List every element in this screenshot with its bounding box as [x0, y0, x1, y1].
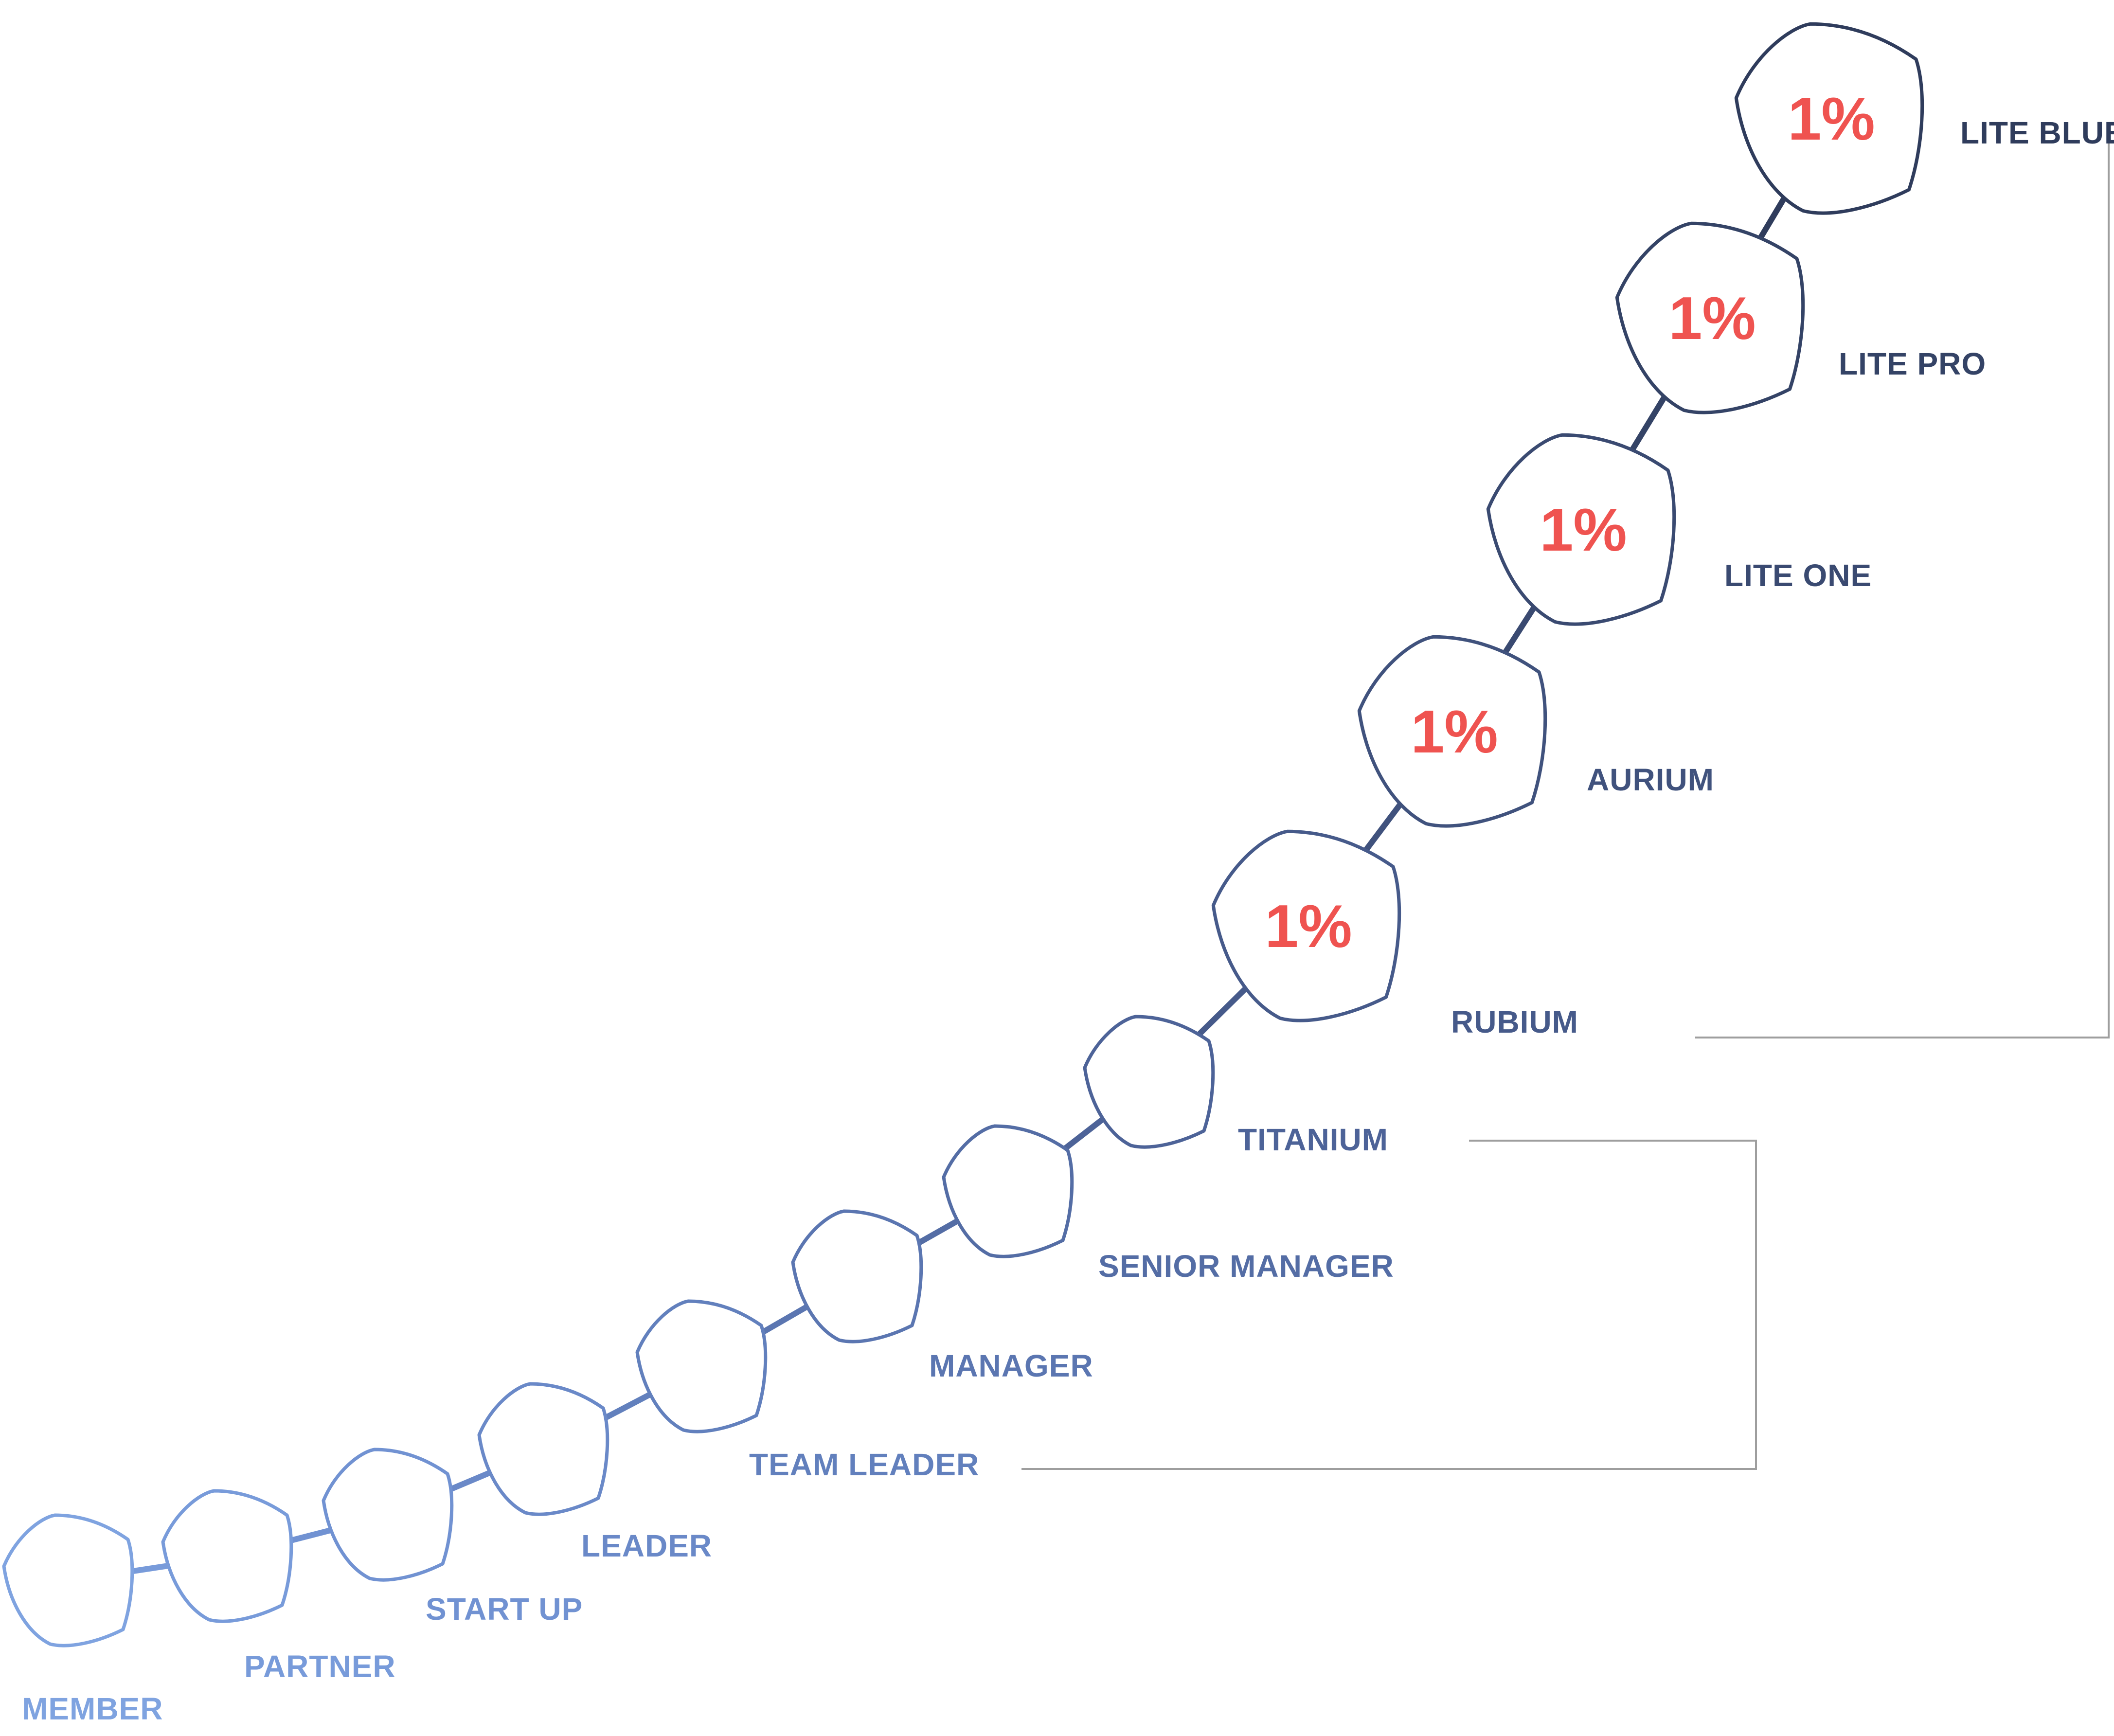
rank-label-partner: PARTNER [244, 1649, 396, 1684]
rank-label-leader: LEADER [581, 1528, 712, 1563]
bracket-team-leader-titanium [1021, 1140, 1757, 1470]
rank-node-start-up [322, 1448, 454, 1582]
rank-node-senior-manager [942, 1124, 1074, 1258]
rank-node-lite-pro [1615, 221, 1805, 414]
rank-node-aurium [1357, 635, 1547, 828]
rank-label-rubium: RUBIUM [1451, 1004, 1578, 1039]
chain-link [129, 1562, 169, 1575]
rank-node-partner [161, 1489, 293, 1623]
bracket-rubium-lite-blue [1695, 141, 2110, 1038]
rank-label-titanium: TITANIUM [1238, 1122, 1388, 1157]
rank-percent-lite-one: 1% [1540, 497, 1627, 564]
chain-link [287, 1527, 331, 1544]
rank-label-senior-manager: SENIOR MANAGER [1098, 1249, 1394, 1284]
rank-label-lite-one: LITE ONE [1724, 558, 1872, 593]
rank-label-start-up: START UP [426, 1592, 583, 1627]
rank-node-rubium [1211, 829, 1401, 1022]
chain-link [1191, 986, 1248, 1042]
rank-node-titanium [1083, 1015, 1215, 1149]
rank-label-member: MEMBER [22, 1691, 163, 1726]
rank-node-manager [791, 1209, 923, 1343]
rank-label-team-leader: TEAM LEADER [749, 1447, 979, 1482]
rank-label-lite-blue: LITE BLUE [1960, 115, 2114, 150]
rank-node-leader [477, 1382, 609, 1516]
rank-node-member [2, 1513, 134, 1647]
rank-node-team-leader [635, 1299, 768, 1433]
rank-nodes: 1% 1% 1% 1% 1% [2, 22, 1924, 1647]
rank-labels: MEMBER PARTNER START UP LEADER TEAM LEADER MA… [22, 115, 2114, 1726]
rank-percent-rubium: 1% [1265, 893, 1352, 960]
rank-label-manager: MANAGER [929, 1348, 1093, 1383]
rank-percent-lite-blue: 1% [1788, 86, 1875, 153]
rank-percent-lite-pro: 1% [1668, 285, 1756, 352]
rank-node-lite-one [1486, 433, 1676, 626]
rank-label-lite-pro: LITE PRO [1839, 346, 1986, 381]
chain-link [1755, 193, 1789, 245]
rank-percent-aurium: 1% [1411, 698, 1498, 766]
rank-node-lite-blue [1734, 22, 1924, 215]
rank-label-aurium: AURIUM [1587, 762, 1714, 797]
chain-link [1627, 392, 1669, 457]
chain-link [1359, 801, 1404, 858]
group-brackets [1021, 141, 2110, 1470]
chain-link [1499, 603, 1539, 660]
